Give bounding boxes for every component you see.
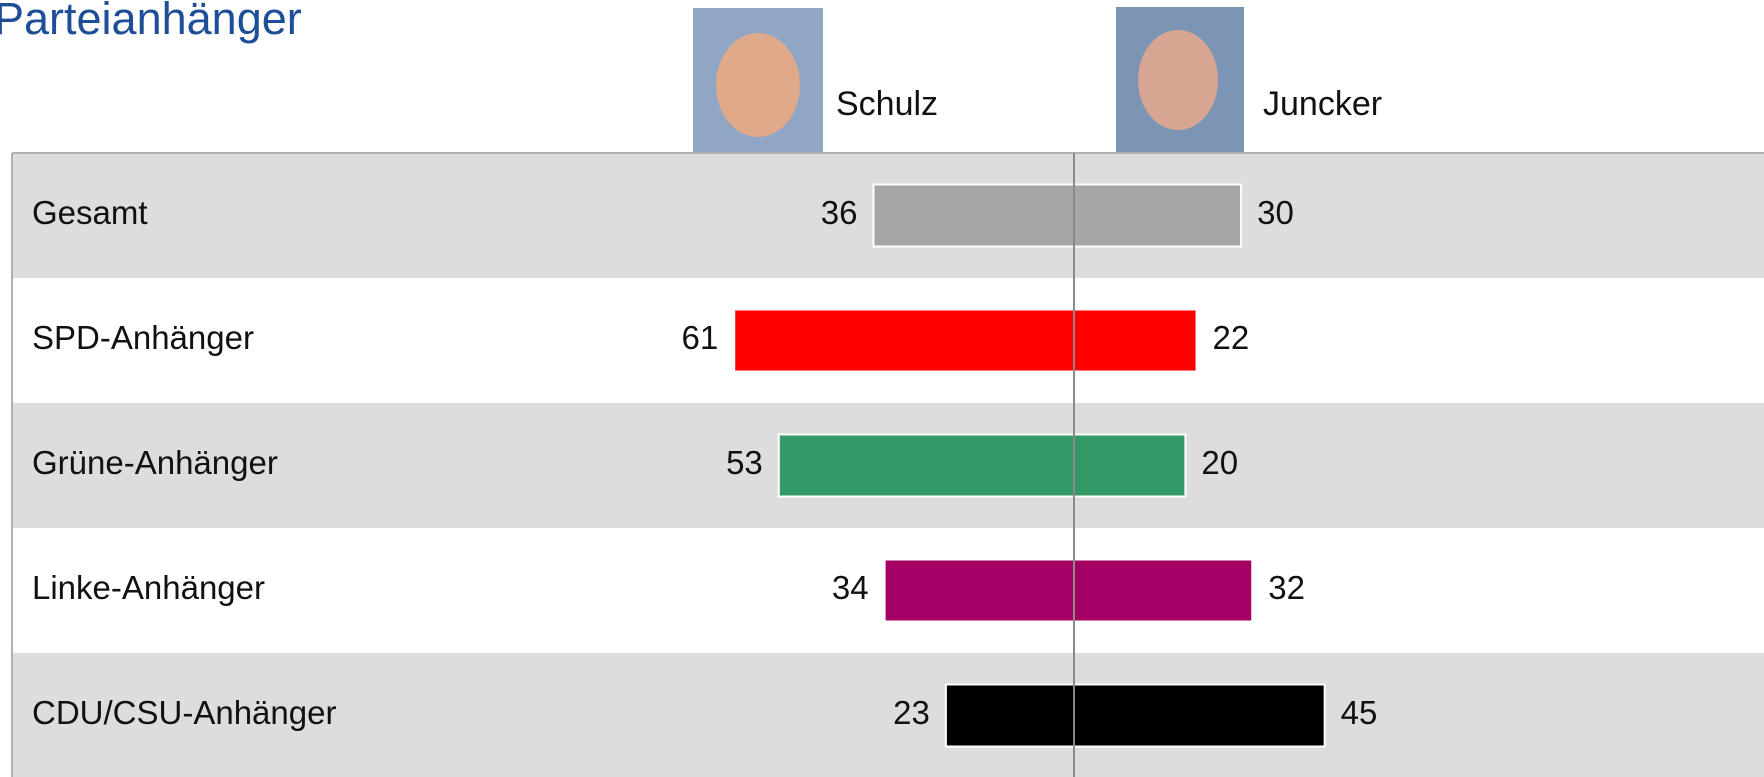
legend-juncker: Juncker <box>1263 85 1382 123</box>
bar-right <box>1073 433 1187 498</box>
bar-left <box>777 433 1075 498</box>
chart-title: Parteianhänger <box>0 0 302 44</box>
category-label: Gesamt <box>32 194 148 231</box>
value-label: 61 <box>682 319 719 356</box>
value-label: 30 <box>1257 194 1294 231</box>
value-label: 45 <box>1341 694 1378 731</box>
bar-left <box>733 308 1075 373</box>
bar-right <box>1073 683 1326 748</box>
value-label: 34 <box>832 569 869 606</box>
bar-right <box>1073 308 1198 373</box>
value-label: 32 <box>1268 569 1305 606</box>
value-label: 22 <box>1213 319 1250 356</box>
category-label: Linke-Anhänger <box>32 569 265 606</box>
value-label: 53 <box>726 444 763 481</box>
category-label: Grüne-Anhänger <box>32 444 278 481</box>
value-label: 36 <box>821 194 858 231</box>
bar-left <box>944 683 1076 748</box>
bar-right <box>1073 558 1254 623</box>
value-label: 20 <box>1201 444 1238 481</box>
row-band <box>12 653 1764 777</box>
category-label: CDU/CSU-Anhänger <box>32 694 336 731</box>
value-label: 23 <box>893 694 930 731</box>
bar-left <box>872 183 1075 248</box>
bar-left <box>883 558 1075 623</box>
legend-schulz: Schulz <box>836 85 938 123</box>
bar-right <box>1073 183 1243 248</box>
category-label: SPD-Anhänger <box>32 319 254 356</box>
